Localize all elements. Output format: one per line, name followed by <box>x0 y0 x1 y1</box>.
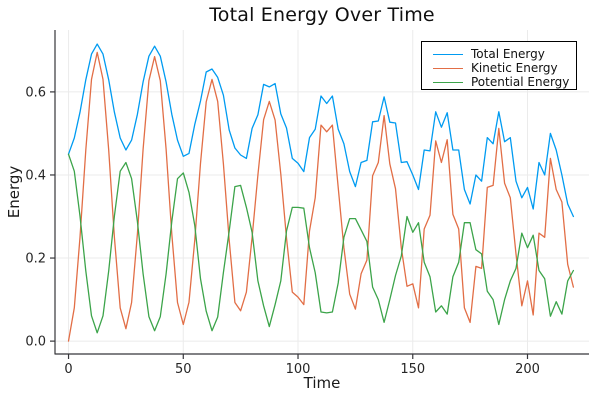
y-tick-label: 0.4 <box>25 168 46 183</box>
chart-title: Total Energy Over Time <box>209 4 435 26</box>
y-tick-label: 0.2 <box>25 252 46 267</box>
legend-item-potential-energy: Potential Energy <box>422 75 576 89</box>
y-axis-label: Energy <box>5 165 23 219</box>
x-tick-label: 150 <box>400 362 425 377</box>
legend-label: Kinetic Energy <box>471 61 558 75</box>
series-line-total-energy <box>67 43 575 218</box>
y-tick-label: 0.6 <box>25 85 46 100</box>
legend-line-swatch <box>433 67 463 69</box>
x-axis-label: Time <box>303 374 341 392</box>
x-tick-label: 200 <box>515 362 540 377</box>
x-tick-label: 50 <box>175 362 192 377</box>
series-line-kinetic-energy <box>67 51 575 342</box>
legend-label: Potential Energy <box>471 75 570 89</box>
legend-label: Total Energy <box>471 47 545 61</box>
x-tick-label: 100 <box>286 362 311 377</box>
legend-line-swatch <box>433 53 463 55</box>
series-line-potential-energy <box>67 153 575 334</box>
legend: Total Energy Kinetic Energy Potential Ener… <box>421 41 577 90</box>
y-tick-label: 0.0 <box>25 335 46 350</box>
x-tick-label: 0 <box>64 362 72 377</box>
legend-item-total-energy: Total Energy <box>422 47 576 61</box>
legend-item-kinetic-energy: Kinetic Energy <box>422 61 576 75</box>
legend-line-swatch <box>433 81 463 83</box>
